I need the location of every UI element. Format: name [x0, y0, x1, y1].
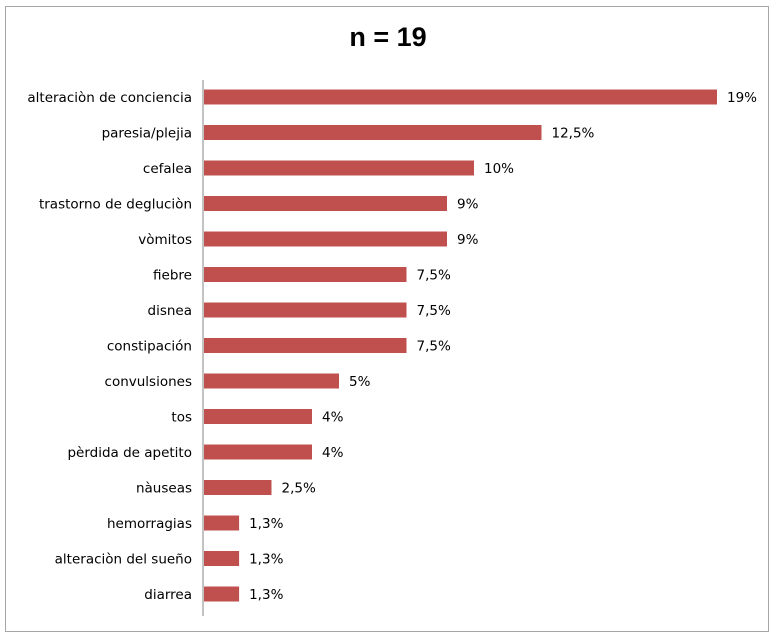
category-label: trastorno de degluciòn: [39, 197, 192, 213]
data-label: 7,5%: [417, 303, 451, 319]
bar: [204, 551, 240, 566]
bar: [204, 409, 312, 424]
data-label: 1,3%: [249, 516, 283, 532]
chart-frame: [5, 6, 769, 632]
category-label: nàuseas: [136, 481, 192, 497]
bar: [204, 160, 474, 176]
data-label: 7,5%: [417, 339, 451, 355]
category-label: paresia/plejia: [102, 126, 192, 142]
data-label: 7,5%: [417, 268, 451, 284]
chart-title: n = 19: [349, 22, 427, 52]
category-label: convulsiones: [105, 374, 192, 390]
data-label: 4%: [322, 410, 344, 426]
category-label: fiebre: [153, 268, 192, 284]
category-label: alteraciòn de conciencia: [27, 90, 192, 106]
category-label: tos: [171, 410, 192, 426]
bar: [204, 338, 407, 353]
bar: [204, 196, 447, 211]
bar: [204, 231, 447, 247]
bar: [204, 444, 312, 460]
data-label: 1,3%: [249, 587, 283, 603]
category-label: constipación: [107, 339, 192, 355]
category-label: diarrea: [144, 587, 192, 603]
category-label: hemorragias: [107, 516, 192, 532]
data-label: 19%: [727, 90, 757, 106]
data-label: 9%: [457, 197, 479, 213]
bar: [204, 515, 240, 531]
bar: [204, 480, 272, 495]
data-label: 9%: [457, 232, 479, 248]
data-label: 10%: [484, 161, 514, 177]
category-label: cefalea: [143, 161, 192, 177]
data-label: 2,5%: [282, 481, 316, 497]
data-label: 12,5%: [552, 126, 595, 142]
category-label: vòmitos: [138, 232, 192, 248]
bar: [204, 586, 240, 602]
bar: [204, 373, 339, 389]
category-label: pèrdida de apetito: [67, 445, 192, 461]
data-label: 1,3%: [249, 552, 283, 568]
bar: [204, 302, 407, 318]
data-label: 4%: [322, 445, 344, 461]
bar: [204, 125, 542, 140]
category-label: disnea: [148, 303, 193, 319]
bar: [204, 267, 407, 282]
category-label: alteraciòn del sueño: [55, 552, 192, 568]
bar: [204, 89, 717, 105]
data-label: 5%: [349, 374, 371, 390]
